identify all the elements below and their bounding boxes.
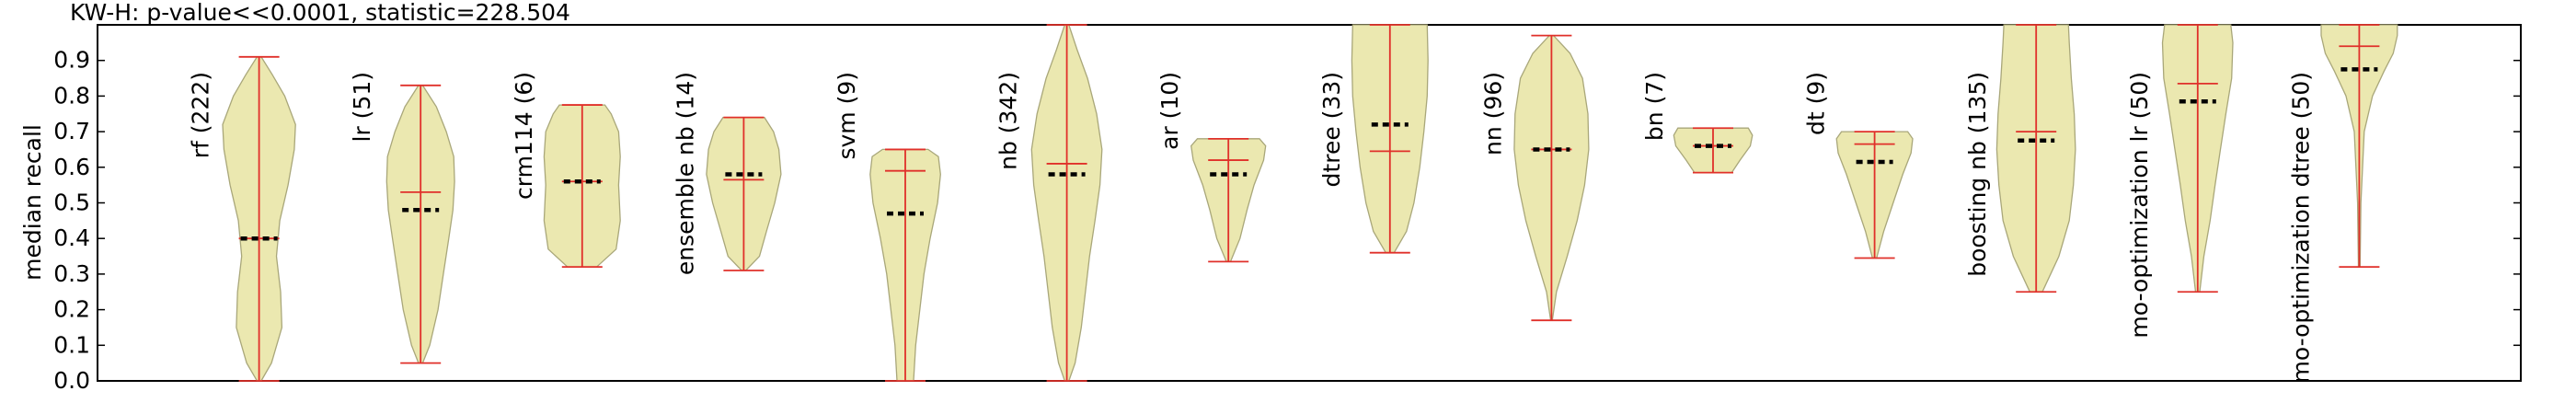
violin-group <box>1835 131 1914 259</box>
category-label: boosting nb (135) <box>1964 72 1991 277</box>
y-tick-label: 0.2 <box>53 296 90 323</box>
violin-group <box>1351 24 1429 254</box>
y-tick-label: 0.3 <box>53 260 90 287</box>
category-label: dtree (33) <box>1318 72 1345 187</box>
violin-group <box>222 55 296 382</box>
violin-group <box>385 84 455 364</box>
y-tick-label: 0.0 <box>53 367 90 394</box>
violin-group <box>2161 24 2234 293</box>
y-tick-label: 0.8 <box>53 82 90 109</box>
category-label: ar (10) <box>1156 72 1183 150</box>
violin-group <box>1190 137 1267 263</box>
violin-group <box>1673 127 1754 174</box>
violin-group <box>706 116 782 271</box>
category-label: bn (7) <box>1641 72 1668 141</box>
category-label: nn (96) <box>1479 72 1506 155</box>
category-label: lr (51) <box>349 72 375 143</box>
y-axis-label: median recall <box>19 124 46 281</box>
category-labels: rf (222) lr (51) crm114 (6) ensemble nb (14… <box>188 72 2315 384</box>
category-label: nb (342) <box>995 72 1022 170</box>
violin-group <box>543 104 621 269</box>
y-tick-label: 0.1 <box>53 331 90 358</box>
category-label: dt (9) <box>1803 72 1830 135</box>
violin-group <box>2320 24 2398 269</box>
category-label: rf (222) <box>188 72 214 158</box>
y-axis: 0.0 0.1 0.2 0.3 0.4 0.5 0.6 0.7 0.8 0.9 <box>53 47 2521 394</box>
y-tick-label: 0.9 <box>53 47 90 74</box>
chart-title: KW-H: p-value<<0.0001, statistic=228.504 <box>70 0 570 26</box>
plot-frame <box>97 24 2522 382</box>
y-tick-label: 0.7 <box>53 118 90 144</box>
violins-layer <box>222 24 2398 382</box>
violin-group <box>869 148 941 382</box>
category-label: mo-optimization dtree (50) <box>2287 72 2314 384</box>
category-label: svm (9) <box>834 72 860 160</box>
category-label: crm114 (6) <box>511 72 537 200</box>
category-label: ensemble nb (14) <box>672 72 698 275</box>
category-label: mo-optimization lr (50) <box>2126 72 2153 339</box>
y-tick-label: 0.6 <box>53 154 90 180</box>
violin-group <box>1513 34 1590 322</box>
violin-group <box>1995 24 2076 293</box>
violin-group <box>1030 24 1103 382</box>
y-tick-label: 0.5 <box>53 190 90 216</box>
y-tick-label: 0.4 <box>53 224 90 251</box>
